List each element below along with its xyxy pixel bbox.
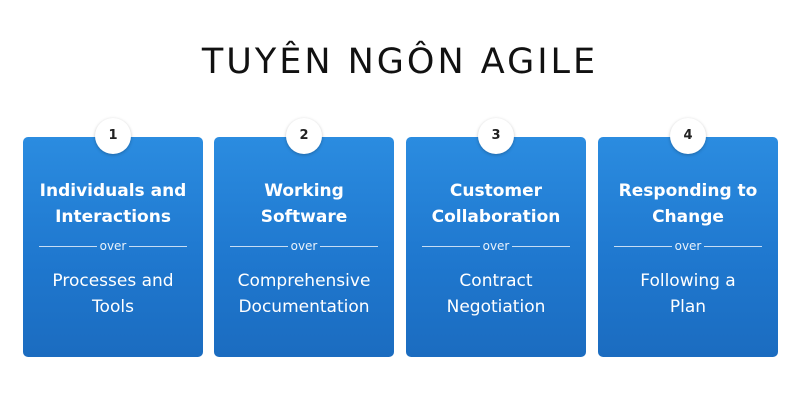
lesser-item-line: Contract (459, 271, 533, 291)
manifesto-cards: 1 Individuals and Interactions over Proc… (23, 118, 778, 357)
step-number-badge: 1 (95, 118, 131, 154)
over-label: over (290, 239, 318, 253)
lesser-item-line: Plan (669, 297, 707, 317)
divider-line-right (704, 246, 762, 247)
valued-item: Responding to Change (598, 178, 778, 230)
over-divider: over (230, 238, 378, 254)
divider-line-right (320, 246, 378, 247)
lesser-item: Contract Negotiation (406, 268, 586, 320)
valued-item: Individuals and Interactions (23, 178, 203, 230)
manifesto-card-3: 3 Customer Collaboration over Contract N… (406, 118, 586, 357)
manifesto-card-1: 1 Individuals and Interactions over Proc… (23, 118, 203, 357)
lesser-item: Following a Plan (598, 268, 778, 320)
lesser-item-line: Comprehensive (237, 271, 371, 291)
lesser-item-line: Following a (640, 271, 736, 291)
over-divider: over (614, 238, 762, 254)
lesser-item-line: Documentation (238, 297, 370, 317)
valued-item-line: Individuals and (39, 181, 187, 201)
valued-item-line: Software (260, 207, 348, 227)
divider-line-left (422, 246, 480, 247)
over-divider: over (422, 238, 570, 254)
valued-item: Working Software (214, 178, 394, 230)
valued-item: Customer Collaboration (406, 178, 586, 230)
step-number-badge: 2 (286, 118, 322, 154)
over-divider: over (39, 238, 187, 254)
divider-line-left (614, 246, 672, 247)
page-title: TUYÊN NGÔN AGILE (201, 42, 599, 82)
valued-item-line: Interactions (55, 207, 171, 227)
divider-line-right (512, 246, 570, 247)
valued-item-line: Working (264, 181, 344, 201)
over-label: over (674, 239, 702, 253)
lesser-item-line: Tools (92, 297, 134, 317)
lesser-item: Processes and Tools (23, 268, 203, 320)
divider-line-left (230, 246, 288, 247)
over-label: over (99, 239, 127, 253)
lesser-item-line: Processes and (52, 271, 174, 291)
step-number-badge: 4 (670, 118, 706, 154)
manifesto-card-2: 2 Working Software over Comprehensive Do… (214, 118, 394, 357)
lesser-item: Comprehensive Documentation (214, 268, 394, 320)
lesser-item-line: Negotiation (446, 297, 546, 317)
manifesto-card-4: 4 Responding to Change over Following a … (598, 118, 778, 357)
valued-item-line: Customer (449, 181, 543, 201)
valued-item-line: Responding to (618, 181, 758, 201)
valued-item-line: Collaboration (431, 207, 561, 227)
divider-line-right (129, 246, 187, 247)
step-number-badge: 3 (478, 118, 514, 154)
over-label: over (482, 239, 510, 253)
valued-item-line: Change (652, 207, 724, 227)
divider-line-left (39, 246, 97, 247)
